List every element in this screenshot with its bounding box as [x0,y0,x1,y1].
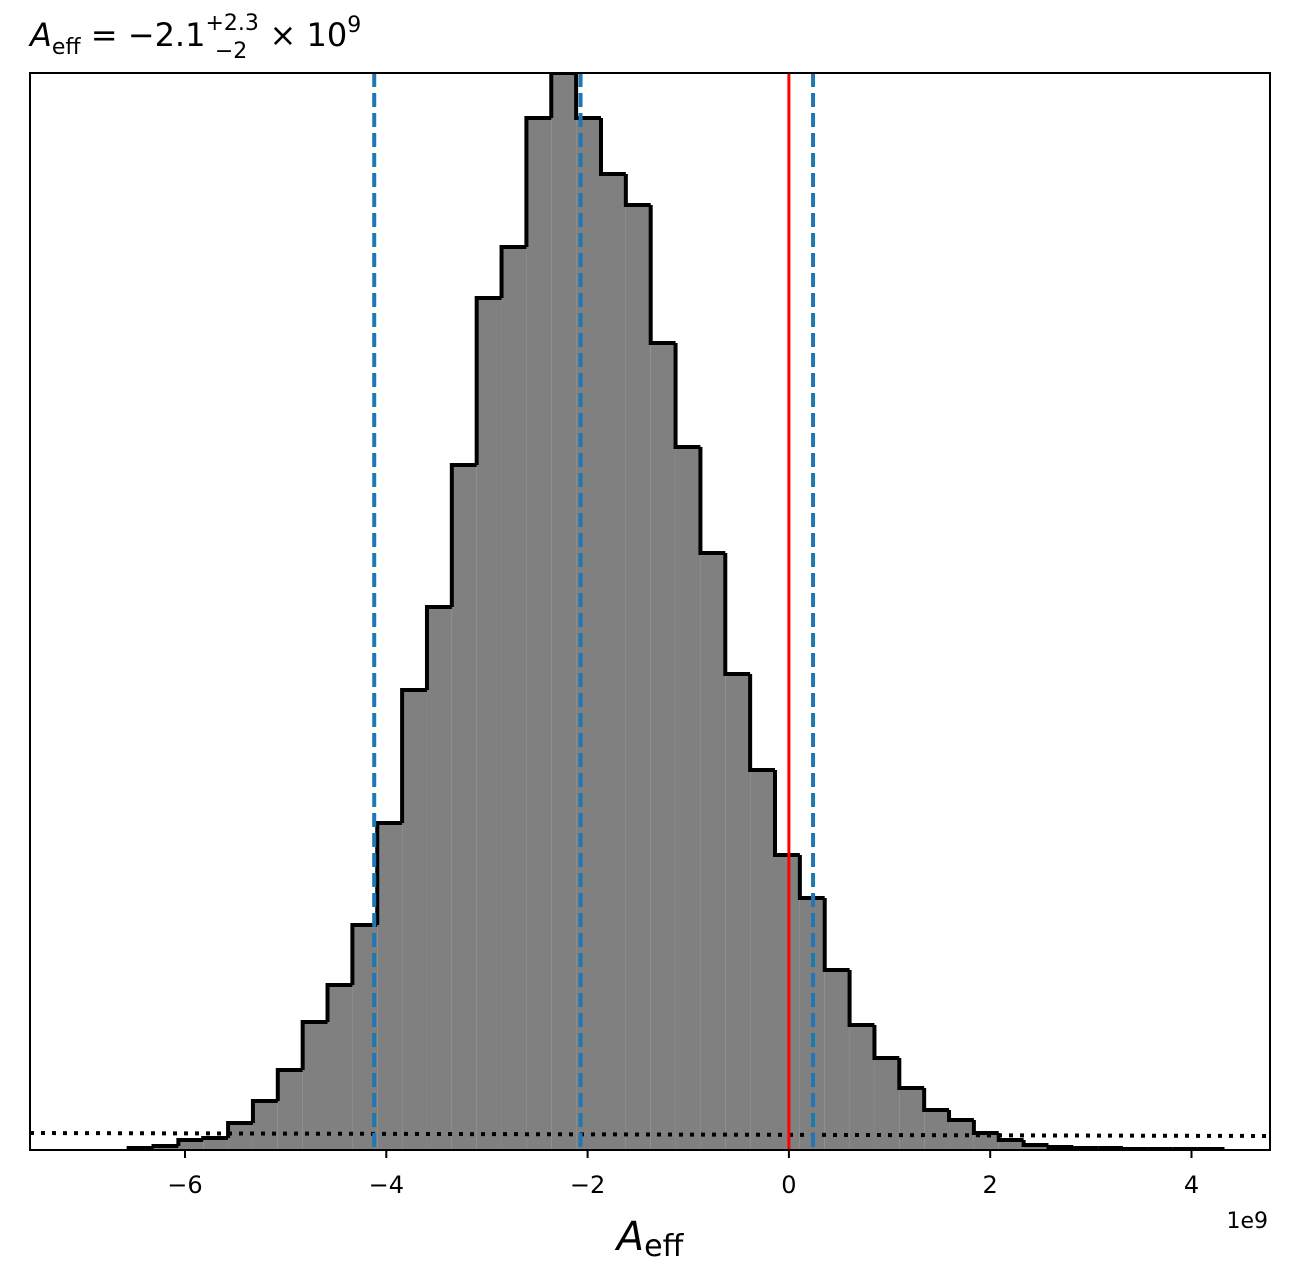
title-value: = −2.1 [81,16,206,54]
histogram-step [275,1068,303,1101]
histogram-bar [302,1022,328,1150]
histogram-step [325,983,353,1022]
histogram-step [574,73,601,120]
histogram-step [499,245,527,298]
histogram-step [250,1099,278,1123]
histogram-step [151,1144,179,1148]
histogram-bar [526,118,552,1150]
histogram-bar [949,1120,974,1150]
histogram-bar [650,343,676,1150]
histogram-bar [625,205,651,1150]
histogram-bar [252,1101,278,1150]
title-exponent: 9 [347,13,361,38]
histogram-bar [600,174,626,1150]
histogram-bar [824,970,850,1150]
histogram-step [947,1110,974,1122]
histogram-step [773,770,800,857]
histogram-step [698,447,726,555]
histogram-step [201,1136,229,1140]
x-tick-label: −2 [570,1171,605,1199]
histogram-bar [998,1140,1024,1150]
histogram-bar [924,1110,950,1150]
histogram-step [1021,1140,1049,1147]
title-subscript: eff [52,35,82,60]
x-offset-label: 1e9 [1226,1209,1268,1234]
histogram-bar [426,607,452,1150]
histogram-bar [451,465,477,1150]
histogram-bar [476,298,502,1150]
histogram-bar [551,73,577,1150]
histogram-step [897,1058,925,1090]
x-axis-label: Aeff [614,1214,685,1264]
histogram-step [673,343,701,449]
histogram-bar [675,447,701,1150]
x-label-subscript: eff [644,1229,684,1264]
chart-title: Aeff = −2.1+2.3 −2 × 109 [28,11,361,64]
histogram-step [723,553,751,676]
histogram-step [971,1120,999,1135]
histogram-bar [750,770,776,1150]
histogram-step [922,1088,950,1112]
histogram-step [449,463,477,607]
plot-area [30,73,1270,1150]
plot-frame [29,72,1271,1151]
x-label-symbol: A [614,1214,644,1260]
histogram-bar [725,674,751,1150]
x-tick-label: 2 [983,1171,998,1199]
histogram-bar [700,553,726,1150]
title-symbol: A [28,16,52,54]
histogram-bar [377,823,403,1150]
histogram-bar [277,1070,303,1150]
histogram-step [549,73,577,118]
histogram-step [474,296,502,465]
histogram-step [598,118,626,176]
histogram-step [375,821,403,925]
histogram-bar [327,985,353,1150]
title-lower: −2 [215,39,247,64]
title-times: × 10 [259,16,347,54]
histogram-step [1071,1146,1099,1150]
histogram-bar [203,1138,229,1150]
histogram-bar [178,1140,204,1150]
histogram-step [300,1020,328,1070]
histogram-step [350,923,378,985]
x-tick-label: 4 [1184,1171,1199,1199]
histogram-bar [1023,1145,1049,1150]
histogram-bar [849,1025,875,1150]
histogram-bar [973,1133,999,1150]
histogram-step [872,1025,900,1060]
title-upper: +2.3 [205,11,258,36]
histogram-step [822,898,850,972]
x-tick-label: 0 [781,1171,796,1199]
histogram-step [648,205,676,345]
histogram-step [1121,1147,1148,1150]
histogram-bar [402,690,427,1150]
histogram-step [1046,1145,1074,1149]
histogram-bar [228,1123,253,1150]
x-tick-label: −6 [167,1171,202,1199]
histogram-step [400,688,427,823]
histogram-step [524,116,552,247]
x-tick-label: −4 [369,1171,404,1199]
histogram-step [176,1138,204,1146]
histogram-step [623,174,651,207]
histogram-bar [501,247,527,1150]
histogram-bar [899,1088,925,1150]
histogram-step [847,970,875,1027]
histogram-step [748,674,776,772]
histogram-step [797,855,825,900]
histogram-step [424,605,452,690]
